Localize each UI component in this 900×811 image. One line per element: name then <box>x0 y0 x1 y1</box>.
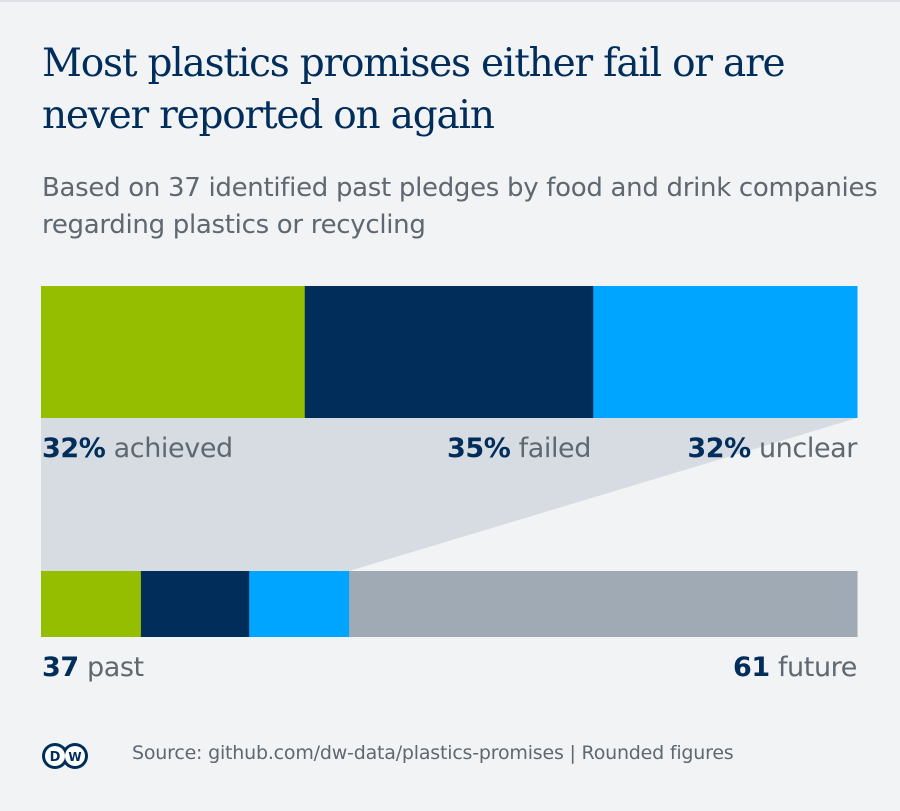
label-failed-value: 35% <box>446 433 511 464</box>
outcome-bar <box>41 286 858 418</box>
funnel-connector <box>41 418 857 571</box>
dw-logo-icon: D W <box>42 743 88 769</box>
dw-logo-d: D <box>50 750 61 765</box>
bar-segment-past-unclear <box>249 571 350 637</box>
bar-segment-achieved <box>41 286 306 418</box>
bar-segment-past-achieved <box>41 571 142 637</box>
label-past-value: 37 <box>42 652 79 683</box>
label-achieved: 32% achieved <box>42 433 233 464</box>
label-past: 37 past <box>42 652 144 683</box>
label-achieved-value: 32% <box>42 433 106 464</box>
label-unclear-text: unclear <box>758 433 857 464</box>
top-border <box>0 0 900 2</box>
label-future-text: future <box>777 652 857 683</box>
label-future: 61 future <box>733 652 857 683</box>
label-unclear-value: 32% <box>687 433 751 464</box>
label-future-value: 61 <box>732 652 770 683</box>
deadline-bar <box>41 571 858 637</box>
bar-segment-failed <box>304 286 594 418</box>
label-failed-text: failed <box>518 433 592 464</box>
chart-subtitle: Based on 37 identified past pledges by f… <box>42 173 878 240</box>
label-unclear: 32% unclear <box>687 433 857 464</box>
label-failed: 35% failed <box>447 433 591 464</box>
bar-segment-past-failed <box>140 571 250 637</box>
label-past-text: past <box>86 652 144 683</box>
chart-title: Most plastics promises either fail or ar… <box>42 41 786 138</box>
dw-logo-w: W <box>68 750 81 764</box>
bar-segment-unclear <box>593 286 858 418</box>
label-achieved-text: achieved <box>113 433 234 464</box>
bar-segment-future <box>349 571 858 637</box>
source-note: Source: github.com/dw-data/plastics-prom… <box>132 742 734 764</box>
